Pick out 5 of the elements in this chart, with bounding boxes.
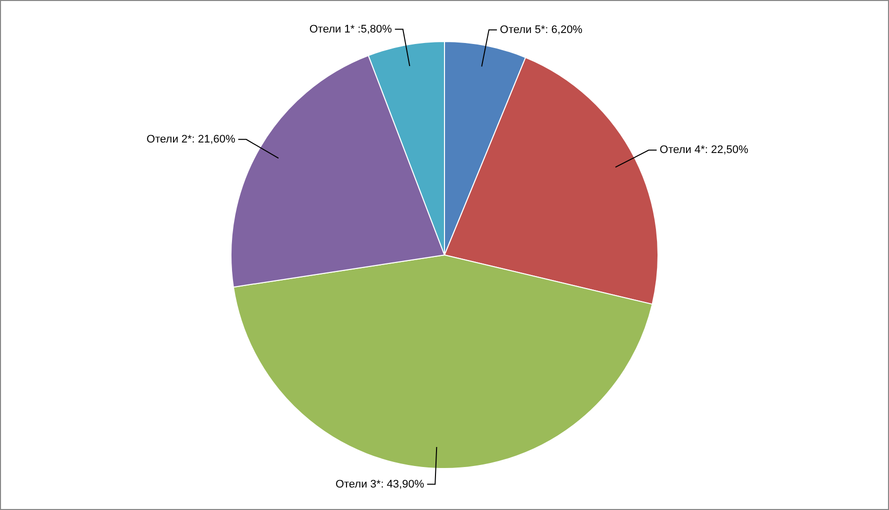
slice-label: Отели 5*: 6,20%: [500, 24, 583, 36]
slice-label: Отели 3*: 43,90%: [335, 478, 424, 490]
slice-label: Отели 2*: 21,60%: [146, 133, 236, 146]
slice-label: Отели 1* :5,80%: [309, 23, 392, 36]
slice-label: Отели 4*: 22,50%: [660, 144, 749, 156]
